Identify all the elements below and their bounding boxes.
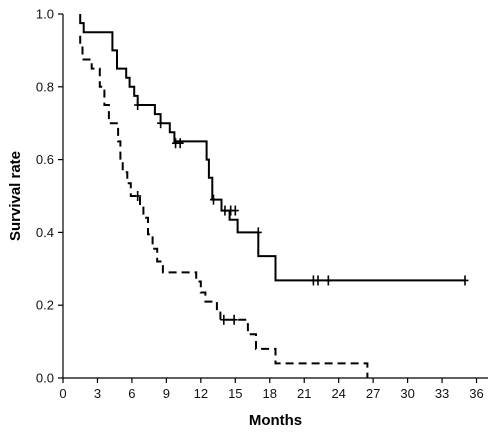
- x-tick-label: 36: [469, 386, 483, 401]
- x-tick-label: 30: [400, 386, 414, 401]
- x-tick-label: 21: [297, 386, 311, 401]
- y-tick-label: 0.2: [36, 298, 54, 313]
- y-tick-label: 0.8: [36, 79, 54, 94]
- dashed-survival-curve: [79, 35, 369, 378]
- y-tick-label: 0.6: [36, 152, 54, 167]
- x-tick-label: 6: [128, 386, 135, 401]
- x-ticks: 0 3 6 9 12 15 18 21 24 27 30 33 36: [59, 378, 484, 401]
- y-ticks: 0.0 0.2 0.4 0.6 0.8 1.0: [36, 7, 63, 386]
- x-tick-label: 15: [228, 386, 242, 401]
- y-axis-title: Survival rate: [7, 151, 24, 241]
- axes: [62, 14, 488, 379]
- y-tick-label: 1.0: [36, 7, 54, 22]
- solid-survival-curve: [79, 14, 465, 282]
- x-tick-label: 18: [263, 386, 277, 401]
- x-tick-label: 0: [59, 386, 66, 401]
- x-tick-label: 33: [435, 386, 449, 401]
- x-axis-title: Months: [249, 412, 302, 429]
- x-tick-label: 27: [366, 386, 380, 401]
- y-tick-label: 0.4: [36, 225, 54, 240]
- x-tick-label: 24: [331, 386, 345, 401]
- x-tick-label: 12: [194, 386, 208, 401]
- y-tick-label: 0.0: [36, 371, 54, 386]
- x-tick-label: 3: [94, 386, 101, 401]
- series-layer: [79, 14, 469, 378]
- x-tick-label: 9: [163, 386, 170, 401]
